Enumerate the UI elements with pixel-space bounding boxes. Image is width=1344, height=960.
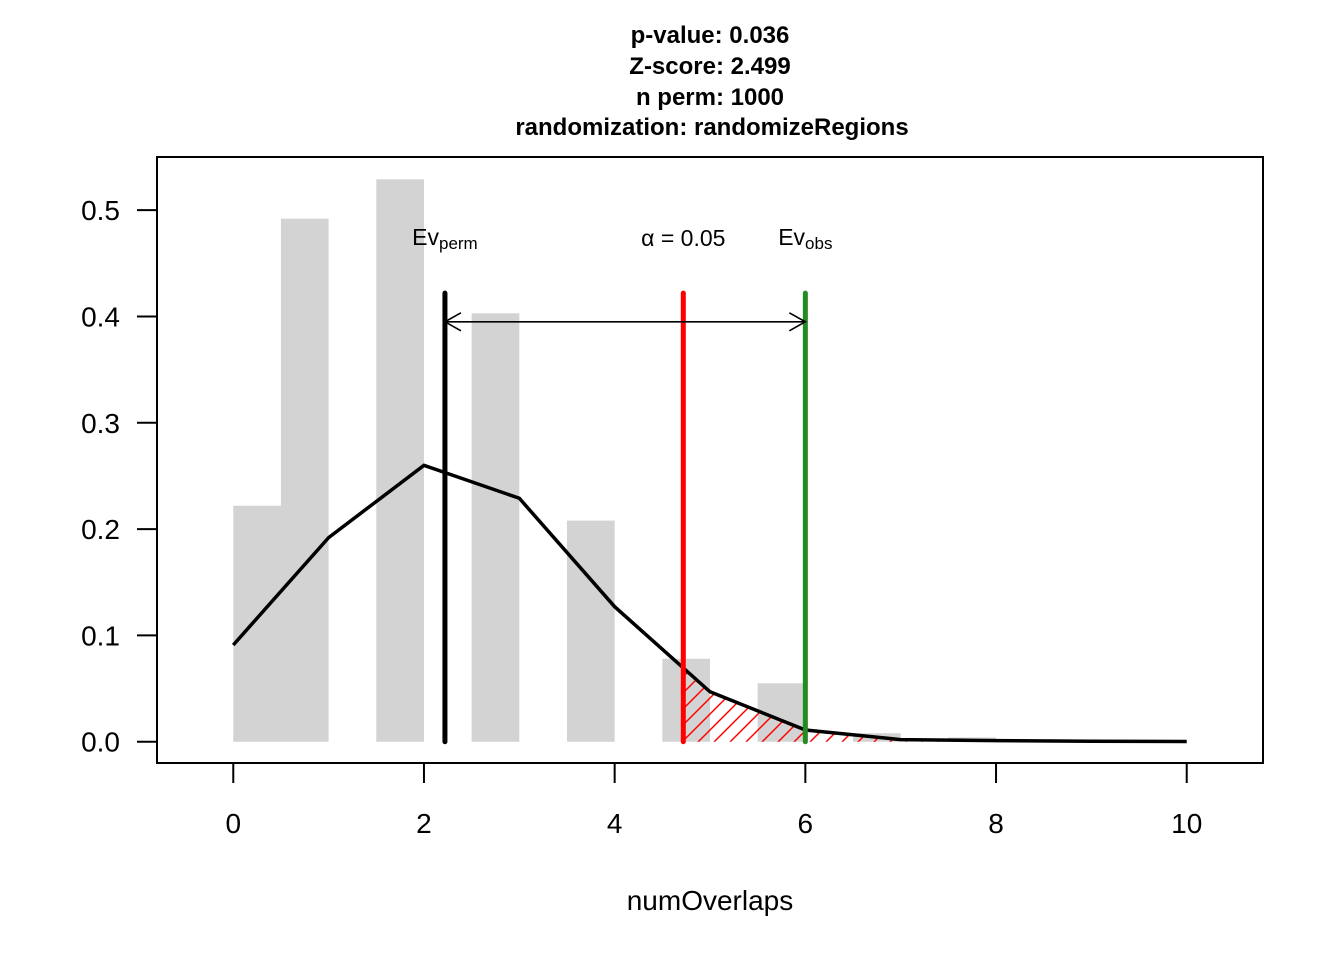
title-line-pvalue: p-value: 0.036	[631, 22, 790, 49]
chart-title: p-value: 0.036 Z-score: 2.499 n perm: 10…	[515, 22, 908, 141]
histogram-bar	[471, 313, 520, 742]
y-axis: 0.0 0.1 0.2 0.3 0.4 0.5	[81, 195, 158, 758]
x-tick-label: 4	[607, 808, 623, 839]
reference-lines	[442, 290, 808, 745]
histogram-bar	[376, 179, 424, 742]
x-tick-label: 0	[225, 808, 241, 839]
ev-perm-label: Evperm	[412, 224, 478, 253]
x-tick-label: 2	[416, 808, 432, 839]
x-tick-label: 8	[988, 808, 1004, 839]
y-tick-label: 0.1	[81, 620, 120, 651]
alpha-label: α = 0.05	[641, 225, 725, 251]
x-tick-label: 10	[1171, 808, 1202, 839]
y-tick-label: 0.3	[81, 408, 120, 439]
density-line	[231, 463, 1187, 744]
distance-arrow	[443, 312, 807, 332]
arrow-head-left	[443, 312, 462, 332]
y-tick-label: 0.2	[81, 514, 120, 545]
y-tick-label: 0.5	[81, 195, 120, 226]
histogram-bar	[280, 218, 329, 742]
x-axis: 0 2 4 6 8 10	[225, 762, 1202, 839]
annotations: Evperm Evobs α = 0.05	[412, 224, 832, 253]
histogram-bars	[233, 179, 997, 742]
histogram-bar	[233, 505, 281, 742]
x-tick-label: 6	[798, 808, 814, 839]
y-tick-label: 0.0	[81, 727, 120, 758]
title-line-zscore: Z-score: 2.499	[629, 53, 790, 80]
ev-obs-label: Evobs	[778, 224, 832, 253]
title-line-randomization: randomization: randomizeRegions	[515, 114, 908, 141]
title-line-nperm: n perm: 1000	[636, 84, 784, 111]
histogram-bar	[566, 520, 615, 742]
tail-hatch-area	[683, 667, 1187, 742]
y-tick-label: 0.4	[81, 301, 120, 332]
x-axis-label: numOverlaps	[627, 885, 794, 916]
arrow-head-right	[788, 312, 807, 332]
